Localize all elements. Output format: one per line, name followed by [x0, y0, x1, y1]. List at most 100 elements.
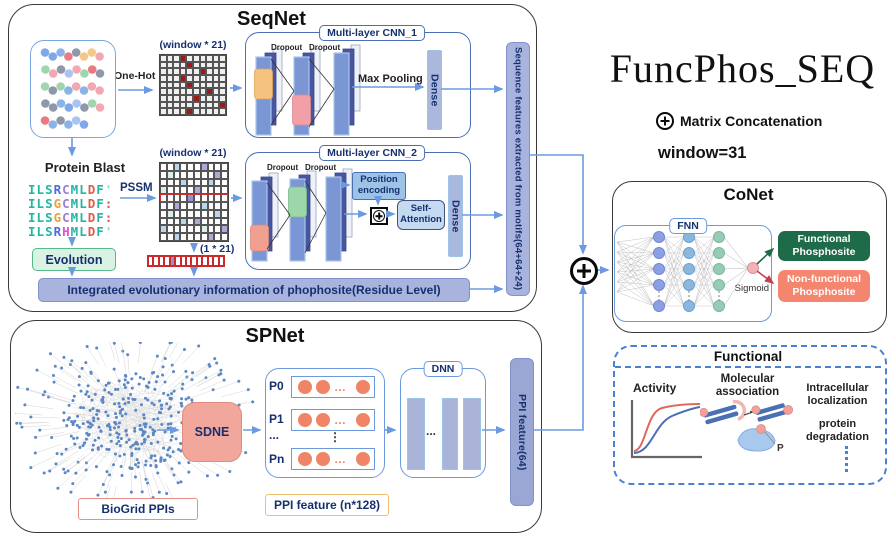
molecular-association-label: Molecular association: [715, 373, 780, 399]
max-pooling-label: Max Pooling: [358, 73, 423, 85]
spnet-title: SPNet: [245, 325, 305, 347]
feature-dot: [298, 380, 312, 394]
fnn-network-svg: Sigmoid: [616, 231, 769, 312]
ppi-feature-n128-box: PPI feature (n*128): [265, 494, 389, 516]
cnn1-title-tab: Multi-layer CNN_1: [319, 25, 425, 41]
fnn-box: Sigmoid: [614, 225, 772, 322]
cnn1-box: [245, 32, 471, 138]
row-dots: …: [334, 380, 346, 394]
activity-curve-red: [633, 403, 701, 452]
nonfunctional-phosphosite-box: Non-functional Phosphosite: [778, 270, 870, 302]
row-label-ellipsis: ...: [269, 428, 280, 442]
sequence-features-bar: Sequence features extracted from motifs(…: [506, 42, 530, 296]
row-label-pn: Pn: [269, 452, 285, 466]
functional-divider: [615, 366, 881, 368]
one-hot-matrix: [159, 54, 227, 116]
dnn-dots: ...: [426, 424, 437, 438]
rows-vertical-dots: ⋮: [329, 430, 341, 444]
feature-dot: [316, 413, 330, 427]
seqnet-title: SeqNet: [237, 8, 306, 30]
sequence-features-label: Sequence features extracted from motifs(…: [512, 47, 524, 291]
onehot-window-label: (window * 21): [159, 39, 227, 51]
page-title: FuncPhos_SEQ: [609, 46, 876, 91]
feature-dot: [356, 452, 370, 466]
pn-feature-row: …: [291, 448, 375, 470]
row-dots: …: [334, 452, 346, 466]
cnn2-dense-bar: Dense: [448, 175, 463, 257]
cnn2-title-tab: Multi-layer CNN_2: [319, 145, 425, 161]
cnn1-stacks-svg: [254, 44, 361, 136]
window-setting-label: window=31: [658, 144, 747, 162]
intracellular-label: Intracellular localization: [806, 382, 869, 408]
functional-panel-title: Functional: [713, 349, 783, 364]
biogrid-ppis-box: BioGrid PPIs: [78, 498, 198, 520]
self-attention-box: Self-Attention: [397, 200, 445, 230]
functional-panel: [613, 345, 887, 485]
cnn2-stacks-svg: [250, 168, 353, 262]
p0-feature-row: …: [291, 376, 375, 398]
matrix-concat-legend-label: Matrix Concatenation: [680, 113, 823, 129]
biogrid-ppis-label: BioGrid PPIs: [101, 502, 175, 516]
dnn-layer-bar: [442, 398, 458, 470]
feature-dot: [356, 380, 370, 394]
cnn1-dense-label: Dense: [428, 73, 441, 107]
blast-row-4: ILSRHMLDF': [28, 224, 114, 239]
integrated-evolution-label: Integrated evolutionary information of p…: [67, 283, 441, 297]
sdne-label: SDNE: [194, 425, 230, 439]
pssm-matrix: [159, 162, 229, 242]
blast-row-3: ILSGCMLDF:: [28, 210, 114, 225]
blast-row-1: ILSRCMLDF': [28, 182, 114, 197]
row-label-p1: P1: [269, 412, 284, 426]
position-encoding-box: Position encoding: [352, 172, 406, 200]
dnn-layer-bar: [463, 398, 481, 470]
vector-size-label: (1 * 21): [200, 243, 235, 255]
degradation-label: protein degradation: [806, 418, 869, 444]
dropout-label-4: Dropout: [305, 163, 337, 172]
conet-title: CoNet: [723, 185, 774, 204]
row-label-p0: P0: [269, 379, 284, 393]
matrix-concat-icon: [570, 257, 598, 285]
dnn-title-tab: DNN: [423, 361, 463, 377]
functional-phosphosite-box: Functional Phosphosite: [778, 231, 870, 261]
feature-dot: [316, 380, 330, 394]
feature-dot: [298, 452, 312, 466]
pssm-window-label: (window * 21): [159, 147, 227, 159]
fnn-title-tab: FNN: [669, 218, 707, 234]
dnn-layer-bar: [407, 398, 425, 470]
protein-blast-label: Protein Blast: [44, 160, 126, 175]
protein-beads-svg: [40, 48, 105, 129]
protein-blob: [737, 428, 776, 452]
activity-plot: [622, 396, 707, 464]
sigmoid-label: Sigmoid: [735, 283, 769, 294]
molecular-association-svg: P: [700, 400, 794, 454]
blast-row-2: ILSGCMLDF:: [28, 196, 114, 211]
dropout-label-1: Dropout: [271, 43, 303, 52]
feature-dot: [298, 413, 312, 427]
feature-dot: [316, 452, 330, 466]
one-hot-label: One-Hot: [114, 70, 156, 82]
molecular-association-illustration: P: [700, 400, 800, 455]
evolution-label: Evolution: [45, 252, 103, 267]
p1-feature-row: …: [291, 409, 375, 431]
dropout-label-3: Dropout: [267, 163, 299, 172]
concat-small-icon: [370, 207, 388, 225]
dropout-label-2: Dropout: [309, 43, 341, 52]
integrated-evolution-bar: Integrated evolutionary information of p…: [38, 278, 470, 302]
protein-sequence-icon: [30, 40, 116, 138]
feature-dot: [356, 413, 370, 427]
row-dots: …: [334, 413, 346, 427]
sdne-box: SDNE: [182, 402, 242, 462]
functional-ellipsis-icon: [845, 446, 852, 472]
pssm-row-vector: [147, 255, 225, 267]
activity-label: Activity: [633, 381, 677, 395]
cnn1-dense-bar: Dense: [427, 50, 442, 130]
ppi-feature64-bar: PPI feature(64): [510, 358, 534, 506]
protein-bar-right: [751, 403, 794, 422]
activity-curve-blue: [633, 406, 701, 454]
evolution-box: Evolution: [32, 248, 116, 271]
matrix-concat-legend-icon: [656, 112, 674, 130]
ppi-feature64-label: PPI feature(64): [516, 393, 528, 471]
plus-circle-glyph: [373, 210, 385, 222]
protein-bar-left: [700, 400, 747, 425]
